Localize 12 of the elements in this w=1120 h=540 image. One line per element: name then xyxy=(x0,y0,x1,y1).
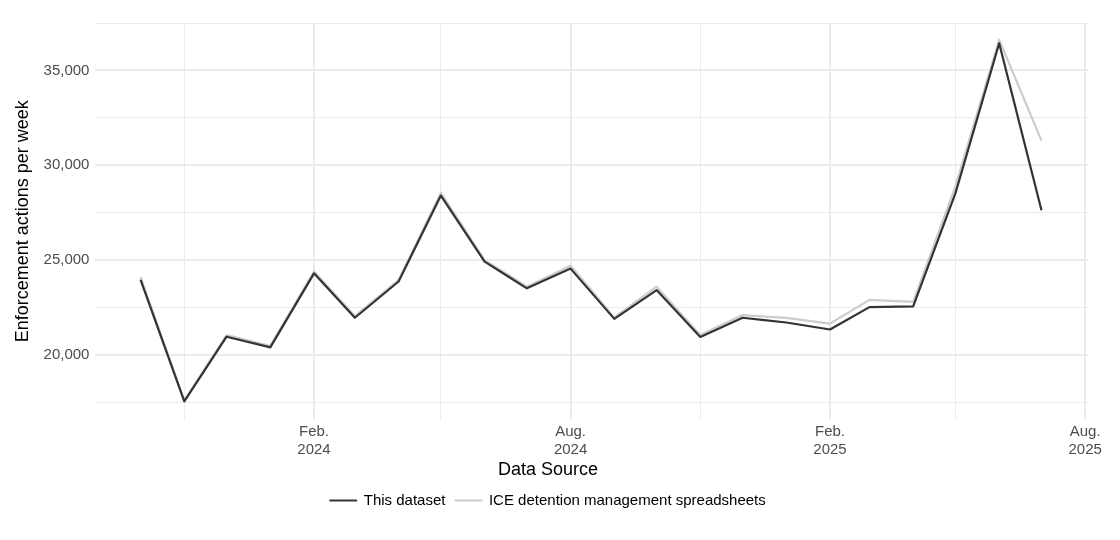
x-tick-label: Feb. 2025 xyxy=(813,421,847,457)
y-tick-label: 25,000 xyxy=(43,250,90,268)
y-tick-label: 35,000 xyxy=(43,60,90,78)
y-tick-label: 20,000 xyxy=(43,345,90,363)
y-axis-title: Enforcement actions per week xyxy=(11,99,32,343)
legend-label: This dataset xyxy=(363,490,447,508)
legend-title: Data Source xyxy=(497,459,599,480)
x-tick-label: Aug. 2024 xyxy=(553,421,588,457)
x-tick-label: Feb. 2024 xyxy=(297,421,331,457)
legend-label: ICE detention management spreadsheets xyxy=(488,490,766,508)
x-tick-label: Aug. 2025 xyxy=(1068,421,1102,457)
y-tick-label: 30,000 xyxy=(43,155,90,173)
